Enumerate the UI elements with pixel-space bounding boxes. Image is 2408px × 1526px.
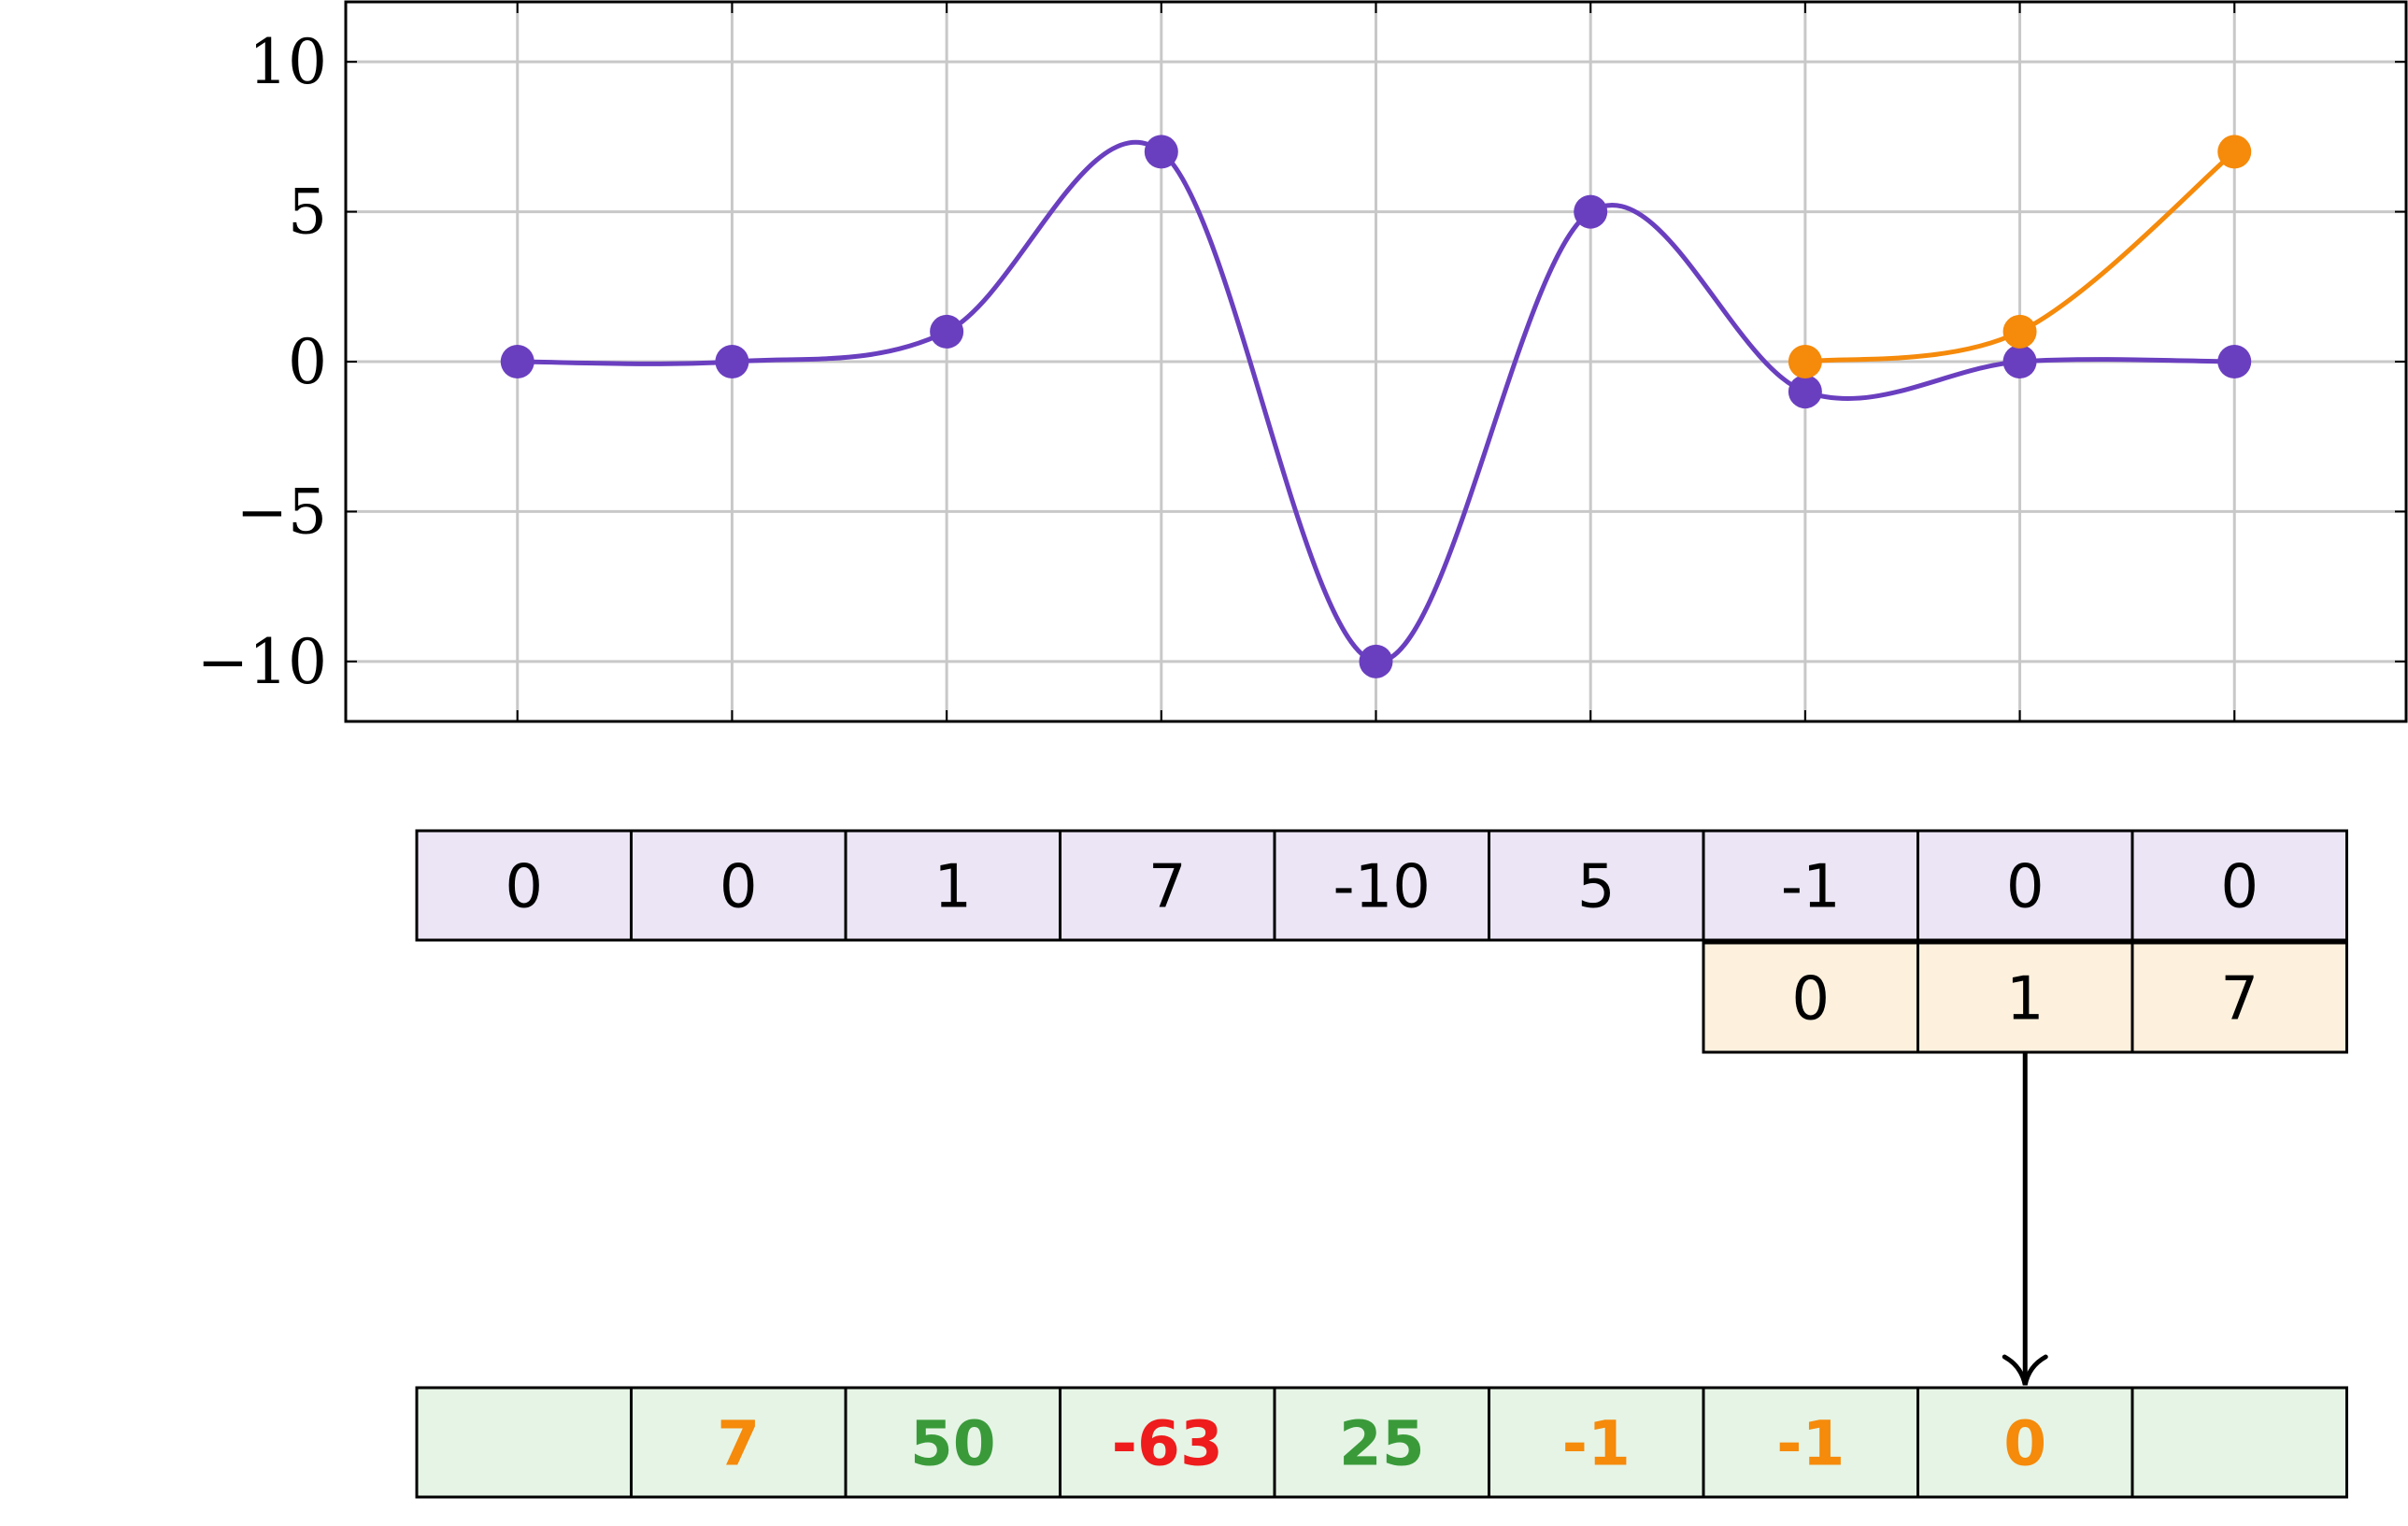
data-point-1-5 bbox=[1359, 644, 1393, 678]
arrow-head bbox=[2002, 1354, 2048, 1386]
y-tick-label: −5 bbox=[236, 476, 327, 548]
data-point-2-1 bbox=[1788, 345, 1822, 378]
data-point-1-7 bbox=[1788, 375, 1822, 409]
data-point-1-1 bbox=[500, 345, 534, 378]
array-row-middle: 0 1 7 bbox=[1702, 941, 2348, 1054]
y-tick-label: 10 bbox=[249, 26, 327, 98]
data-point-2-3 bbox=[2217, 135, 2252, 169]
array-cell-value: 0 bbox=[505, 853, 543, 922]
array-cell-value: -63 bbox=[1112, 1408, 1223, 1480]
arrow-connector bbox=[2002, 1052, 2048, 1386]
data-point-1-3 bbox=[930, 314, 964, 349]
array-cell-value: 1 bbox=[933, 853, 972, 922]
array-cell-value: -1 bbox=[1781, 853, 1841, 922]
array-cell bbox=[1916, 941, 2134, 1054]
array-cell bbox=[630, 1386, 848, 1499]
array-cell bbox=[1059, 829, 1276, 942]
data-point-1-4 bbox=[1144, 135, 1178, 169]
tick-marks bbox=[346, 2, 2406, 721]
y-tick-labels: −10 −5 0 5 10 bbox=[197, 26, 327, 698]
array-cell-value: -1 bbox=[1776, 1408, 1845, 1480]
array-rows: 0 0 1 7 -10 5 -1 0 00 1 77 50 -63 25 -1 -1 0 bbox=[415, 829, 2348, 1499]
array-cell bbox=[1702, 941, 1919, 1054]
array-cell bbox=[1488, 1386, 1705, 1499]
array-cell-value: -10 bbox=[1332, 853, 1431, 922]
array-cell-value: 0 bbox=[2003, 1408, 2046, 1480]
array-cell-value: 50 bbox=[910, 1408, 996, 1480]
array-cell-value: -1 bbox=[1562, 1408, 1631, 1480]
y-tick-label: 0 bbox=[288, 326, 327, 398]
array-cell bbox=[2130, 1386, 2348, 1499]
plot-frame bbox=[344, 0, 2408, 723]
array-cell bbox=[1916, 829, 2134, 942]
array-cell bbox=[630, 829, 848, 942]
array-cell bbox=[415, 1386, 633, 1499]
array-row-top: 0 0 1 7 -10 5 -1 0 0 bbox=[415, 829, 2348, 942]
data-point-1-6 bbox=[1574, 194, 1608, 229]
array-cell-value: 0 bbox=[1791, 965, 1830, 1034]
series-2 bbox=[1788, 135, 2252, 378]
array-cell-value: 7 bbox=[717, 1408, 760, 1480]
array-cell-value: 0 bbox=[2006, 853, 2045, 922]
array-cell bbox=[844, 829, 1062, 942]
data-point-1-9 bbox=[2217, 345, 2252, 378]
array-cell bbox=[2130, 829, 2348, 942]
data-point-1-8 bbox=[2002, 345, 2037, 378]
array-cell-value: 1 bbox=[2006, 965, 2045, 1034]
array-cell bbox=[1059, 1386, 1276, 1499]
array-cell bbox=[1488, 829, 1705, 942]
y-tick-label: −10 bbox=[197, 626, 327, 698]
array-cell-value: 7 bbox=[1148, 853, 1187, 922]
series-group bbox=[500, 135, 2252, 678]
series-1 bbox=[500, 135, 2252, 678]
array-cell bbox=[844, 1386, 1062, 1499]
y-tick-label: 5 bbox=[288, 177, 327, 249]
data-point-2-2 bbox=[2002, 314, 2037, 349]
array-cell-value: 5 bbox=[1577, 853, 1616, 922]
array-cell bbox=[1702, 1386, 1919, 1499]
array-cell bbox=[2130, 941, 2348, 1054]
array-cell-value: 25 bbox=[1339, 1408, 1425, 1480]
line-chart: −10 −5 0 5 10 bbox=[197, 0, 2408, 723]
array-cell bbox=[1916, 1386, 2134, 1499]
array-cell-value: 0 bbox=[720, 853, 758, 922]
array-row-bottom: 7 50 -63 25 -1 -1 0 bbox=[415, 1386, 2348, 1499]
array-cell bbox=[1273, 829, 1490, 942]
array-cell-value: 7 bbox=[2220, 965, 2258, 1034]
data-point-1-2 bbox=[715, 345, 749, 378]
array-cell-value: 0 bbox=[2220, 853, 2258, 922]
